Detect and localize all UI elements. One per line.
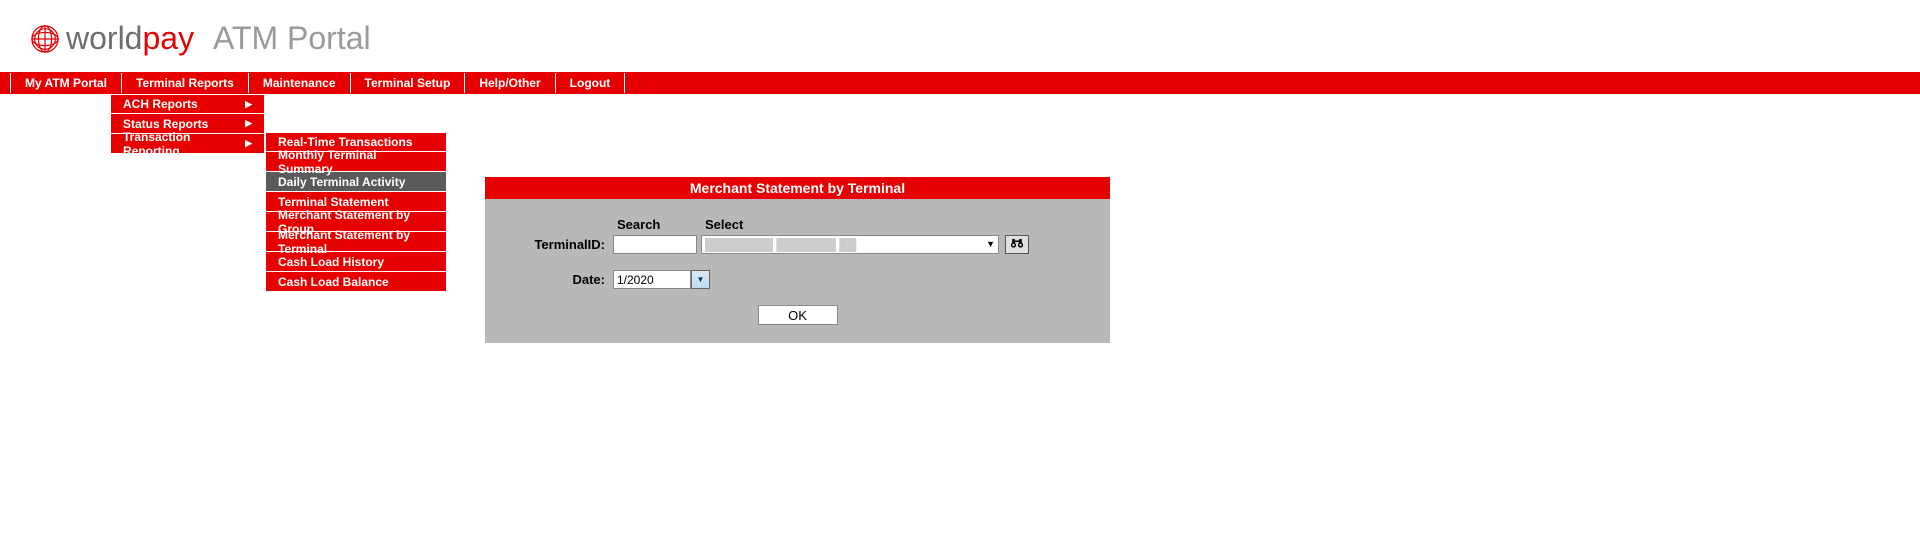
submenu-label: Status Reports [123, 117, 208, 131]
submenu-label: Cash Load Balance [278, 275, 389, 289]
brand-suffix: ATM Portal [213, 20, 371, 56]
date-input[interactable] [613, 270, 691, 289]
terminal-id-select[interactable]: ████████ ███████ ██ [701, 235, 999, 254]
submenu-terminal-reports: ACH Reports ▶ Status Reports ▶ Transacti… [110, 94, 265, 154]
terminal-id-select-wrap: ████████ ███████ ██ ▼ [701, 235, 999, 254]
date-label: Date: [505, 272, 613, 287]
submenu-label: Terminal Statement [278, 195, 388, 209]
ok-row: OK [505, 305, 1090, 325]
submenu-monthly-terminal-summary[interactable]: Monthly Terminal Summary [265, 152, 447, 172]
date-row: Date: ▼ [505, 270, 1090, 289]
submenu-cash-load-balance[interactable]: Cash Load Balance [265, 272, 447, 292]
submenu-label: ACH Reports [123, 97, 198, 111]
submenu-label: Merchant Statement by Terminal [278, 228, 434, 256]
ok-button[interactable]: OK [758, 305, 838, 325]
brand-word-pay: pay [142, 20, 194, 56]
submenu-merchant-statement-by-terminal[interactable]: Merchant Statement by Terminal [265, 232, 447, 252]
submenu-ach-reports[interactable]: ACH Reports ▶ [110, 94, 265, 114]
arrow-right-icon: ▶ [245, 99, 252, 110]
nav-logout[interactable]: Logout [556, 73, 626, 93]
submenu-label: Cash Load History [278, 255, 384, 269]
brand-word-world: world [66, 20, 142, 56]
submenu-label: Monthly Terminal Summary [278, 148, 434, 176]
nav-my-atm-portal[interactable]: My ATM Portal [10, 73, 122, 93]
nav-terminal-reports[interactable]: Terminal Reports [122, 73, 249, 93]
arrow-right-icon: ▶ [245, 138, 252, 149]
column-headers: Search Select [617, 217, 1090, 232]
select-column-header: Select [705, 217, 743, 232]
submenu-label: Daily Terminal Activity [278, 175, 405, 189]
date-picker-button[interactable]: ▼ [691, 270, 710, 289]
nav-maintenance[interactable]: Maintenance [249, 73, 351, 93]
calendar-dropdown-icon: ▼ [697, 275, 705, 284]
binoculars-icon [1010, 237, 1024, 252]
report-panel: Merchant Statement by Terminal Search Se… [485, 177, 1110, 343]
brand-logo-icon [30, 24, 60, 54]
main-nav: My ATM Portal Terminal Reports Maintenan… [0, 72, 1920, 94]
panel-body: Search Select TerminalID: ████████ █████… [485, 199, 1110, 343]
terminal-id-row: TerminalID: ████████ ███████ ██ ▼ [505, 235, 1090, 254]
brand-text: worldpay ATM Portal [66, 20, 371, 57]
terminal-id-search-input[interactable] [613, 235, 697, 254]
arrow-right-icon: ▶ [245, 118, 252, 129]
search-column-header: Search [617, 217, 705, 232]
panel-title: Merchant Statement by Terminal [485, 177, 1110, 199]
terminal-id-label: TerminalID: [505, 237, 613, 252]
submenu-transaction-reporting[interactable]: Transaction Reporting ▶ [110, 134, 265, 154]
submenu-transaction-reporting-items: Real-Time Transactions Monthly Terminal … [265, 132, 447, 292]
nav-help-other[interactable]: Help/Other [465, 73, 555, 93]
lookup-button[interactable] [1005, 235, 1029, 254]
header: worldpay ATM Portal [0, 0, 1920, 72]
nav-terminal-setup[interactable]: Terminal Setup [351, 73, 466, 93]
submenu-label: Transaction Reporting [123, 130, 245, 158]
